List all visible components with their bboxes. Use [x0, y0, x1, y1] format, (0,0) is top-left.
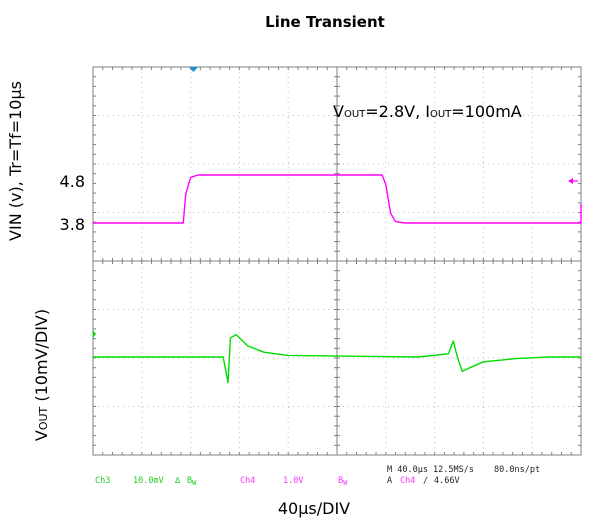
vout-ch-marker	[93, 330, 96, 338]
tick-label-vin-3-8: 3.8	[60, 215, 85, 234]
ch3-coupling: ∆	[174, 476, 181, 486]
scope-grid	[92, 66, 582, 456]
ch3-label: Ch3	[95, 476, 110, 486]
chart-title: Line Transient	[265, 13, 385, 31]
annotation-v-sub: OUT	[344, 109, 366, 120]
trigger-channel: Ch4	[400, 476, 415, 486]
ch4-label: Ch4	[240, 476, 255, 486]
ch4-scale: 1.0V	[283, 476, 303, 486]
y-axis-label-vout-main: V	[32, 430, 51, 441]
y-axis-label-vin: VIN (v), Tr=Tf=10µs	[6, 81, 25, 241]
ch4-bw-b: B	[338, 476, 343, 486]
trigger-position-marker	[189, 67, 198, 72]
trigger-a: A	[387, 476, 392, 486]
ch4-bw-w: W	[343, 479, 348, 487]
annotation-i: I	[425, 102, 430, 121]
y-axis-label-vout-rest: (10mV/DIV)	[32, 309, 51, 407]
ch3-bw-b: B	[187, 476, 192, 486]
y-axis-label-vout: VOUT (10mV/DIV)	[32, 309, 51, 441]
y-axis-label-vout-sub: OUT	[37, 406, 50, 430]
tick-label-vin-4-8: 4.8	[60, 172, 85, 191]
ch4-bw: BW	[338, 476, 348, 487]
ch3-bw: BW	[187, 476, 197, 487]
ch3-bw-w: W	[192, 479, 197, 487]
vin-trace	[93, 174, 582, 224]
vin-level-marker	[568, 178, 573, 184]
annotation-i-val: =100mA	[451, 102, 522, 121]
trigger-level: 4.66V	[434, 476, 460, 486]
annotation-v: V	[333, 102, 344, 121]
trigger-slope: ∕	[423, 476, 428, 486]
annotation-v-val: =2.8V,	[365, 102, 425, 121]
ch3-scale: 10.0mV	[133, 476, 164, 486]
scope-plot-area	[92, 66, 582, 456]
timebase-readout: M 40.0µs 12.5MS/s	[387, 465, 474, 475]
condition-annotation: VOUT=2.8V, IOUT=100mA	[333, 102, 522, 121]
annotation-i-sub: OUT	[430, 109, 452, 120]
x-axis-label: 40µs/DIV	[278, 499, 350, 518]
record-readout: 80.0ns/pt	[494, 465, 540, 475]
scope-info-bar: Ch3 10.0mV ∆ BW Ch4 1.0V BW M 40.0µs 12.…	[95, 465, 540, 487]
vout-trace	[93, 333, 581, 384]
